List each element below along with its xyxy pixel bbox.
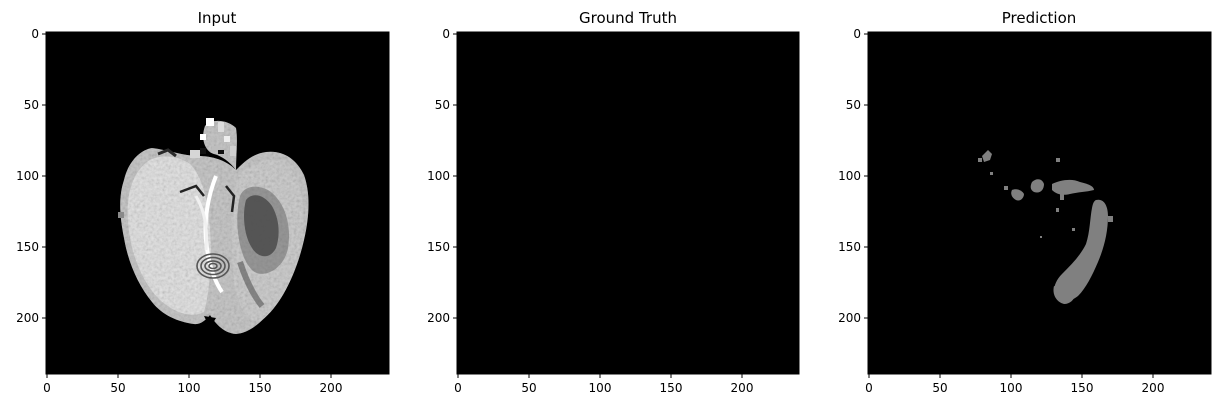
y-axis: 0 50 100 150 200 — [427, 27, 457, 325]
mask-fleck — [1060, 192, 1064, 200]
panel-title: Input — [198, 9, 237, 27]
mask-region-upper-left — [1030, 179, 1044, 193]
x-tick-label: 0 — [865, 381, 873, 395]
panel-ground-truth: Ground Truth 0 50 100 150 200 0 50 100 1… — [427, 9, 800, 395]
y-tick-label: 0 — [31, 27, 39, 41]
edge-speckle — [118, 212, 124, 218]
x-tick-label: 200 — [320, 381, 343, 395]
fissure — [179, 184, 205, 197]
mask-region-upper — [1052, 179, 1094, 195]
y-tick-label: 50 — [24, 98, 39, 112]
y-tick-label: 100 — [427, 169, 450, 183]
x-tick-label: 50 — [932, 381, 947, 395]
occipital-notch — [204, 316, 216, 328]
x-axis: 0 50 100 150 200 — [43, 374, 342, 395]
x-tick-label: 100 — [178, 381, 201, 395]
y-tick-label: 200 — [427, 311, 450, 325]
x-tick-label: 50 — [521, 381, 536, 395]
x-tick-label: 0 — [43, 381, 51, 395]
x-tick-label: 150 — [660, 381, 683, 395]
axes-frame — [867, 31, 1212, 375]
brain-mri-slice — [118, 118, 309, 335]
x-axis: 0 50 100 150 200 — [865, 374, 1164, 395]
y-tick-label: 50 — [846, 98, 861, 112]
panel-input: Input — [16, 9, 390, 395]
y-tick-label: 0 — [442, 27, 450, 41]
mask-fleck — [1040, 236, 1042, 238]
y-tick-label: 150 — [427, 240, 450, 254]
x-tick-label: 100 — [589, 381, 612, 395]
brainstem — [196, 253, 230, 279]
axes-frame — [456, 31, 800, 375]
top-spots — [190, 118, 236, 158]
mask-region-main — [1054, 199, 1108, 302]
left-hemisphere — [127, 156, 211, 315]
y-tick-label: 100 — [16, 169, 39, 183]
y-tick-label: 100 — [838, 169, 861, 183]
mask-fleck — [1072, 228, 1075, 231]
mask-region-tail — [1053, 286, 1076, 304]
y-tick-label: 200 — [838, 311, 861, 325]
mask-speck — [982, 150, 992, 162]
image-area — [457, 32, 799, 374]
panel-title: Ground Truth — [579, 9, 677, 27]
x-tick-label: 100 — [1000, 381, 1023, 395]
y-tick-label: 0 — [853, 27, 861, 41]
x-tick-label: 150 — [1071, 381, 1094, 395]
y-tick-label: 200 — [16, 311, 39, 325]
x-tick-label: 0 — [454, 381, 462, 395]
lesion-streak — [237, 261, 265, 308]
y-axis: 0 50 100 150 200 — [838, 27, 868, 325]
x-tick-label: 200 — [731, 381, 754, 395]
mask-fleck — [1056, 208, 1059, 212]
fissure — [157, 148, 177, 158]
panel-title: Prediction — [1002, 9, 1077, 27]
image-area — [868, 32, 1211, 374]
axes-frame — [45, 31, 390, 375]
y-tick-label: 50 — [435, 98, 450, 112]
x-tick-label: 200 — [1142, 381, 1165, 395]
fissure — [225, 185, 236, 213]
x-tick-label: 150 — [249, 381, 272, 395]
midline-curve — [194, 195, 208, 251]
panel-prediction: Prediction — [838, 9, 1212, 395]
mask-fleck — [978, 158, 982, 162]
predicted-mask — [978, 150, 1113, 304]
mask-fleck — [990, 172, 993, 175]
y-tick-label: 150 — [16, 240, 39, 254]
mask-fleck — [1004, 186, 1008, 190]
mask-region-left — [1011, 189, 1024, 201]
mask-fleck — [1108, 216, 1113, 222]
mask-fleck — [1056, 158, 1060, 162]
y-axis: 0 50 100 150 200 — [16, 27, 46, 325]
lesion-halo — [237, 186, 290, 274]
y-tick-label: 150 — [838, 240, 861, 254]
x-axis: 0 50 100 150 200 — [454, 374, 753, 395]
x-tick-label: 50 — [110, 381, 125, 395]
